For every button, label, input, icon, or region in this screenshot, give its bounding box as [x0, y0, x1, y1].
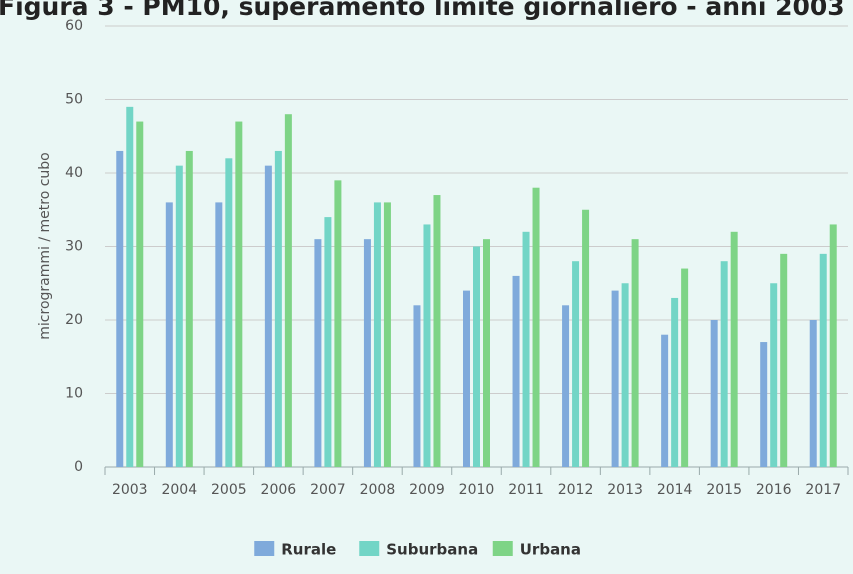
- bar: [780, 253, 788, 467]
- bar: [522, 231, 530, 467]
- bar: [264, 165, 272, 467]
- x-tick-label: 2010: [459, 482, 495, 498]
- bar: [631, 239, 639, 467]
- bar: [215, 202, 223, 467]
- y-tick-label: 20: [65, 312, 83, 328]
- bar: [819, 253, 827, 467]
- y-tick-label: 50: [65, 92, 83, 108]
- legend-swatch: [359, 541, 380, 556]
- x-tick-label: 2008: [360, 482, 396, 498]
- bar: [274, 150, 282, 467]
- bar: [383, 202, 391, 467]
- bar: [730, 231, 738, 467]
- x-tick-label: 2005: [211, 482, 247, 498]
- y-tick-label: 30: [65, 239, 83, 255]
- y-tick-label: 40: [65, 165, 83, 181]
- bar: [473, 246, 480, 467]
- bar: [512, 275, 520, 467]
- x-tick-label: 2016: [756, 482, 792, 498]
- bar: [621, 283, 629, 467]
- legend-label: Rurale: [281, 541, 336, 559]
- bar: [175, 165, 183, 467]
- x-tick-label: 2017: [805, 482, 841, 498]
- legend-swatch: [492, 541, 513, 556]
- bar: [483, 239, 490, 467]
- bar: [809, 320, 817, 467]
- bar: [165, 202, 173, 467]
- bar: [562, 305, 570, 467]
- bar: [423, 224, 431, 467]
- bar: [532, 187, 540, 467]
- y-axis-label: microgrammi / metro cubo: [37, 152, 53, 339]
- x-tick-label: 2009: [409, 482, 445, 498]
- bar: [582, 209, 590, 467]
- x-tick-label: 2015: [706, 482, 742, 498]
- bar: [324, 217, 332, 467]
- x-tick-label: 2006: [261, 482, 297, 498]
- bar: [284, 114, 292, 467]
- bar: [463, 290, 470, 467]
- x-tick-label: 2007: [310, 482, 346, 498]
- bar: [413, 305, 421, 467]
- bar: [235, 121, 243, 468]
- y-tick-label: 10: [65, 386, 83, 402]
- bar: [661, 334, 669, 467]
- bar: [373, 202, 381, 467]
- bar: [829, 224, 837, 467]
- bar: [225, 158, 233, 468]
- x-tick-label: 2014: [657, 482, 693, 498]
- bar: [334, 180, 342, 467]
- x-tick-label: 2012: [558, 482, 594, 498]
- bar: [136, 121, 144, 468]
- bar: [720, 261, 728, 467]
- bar: [611, 290, 619, 467]
- bar: [572, 261, 580, 467]
- bar: [116, 150, 124, 467]
- bar: [314, 239, 322, 467]
- chart-title: Figura 3 - PM10, superamento limite gior…: [0, 0, 845, 21]
- y-tick-label: 60: [65, 18, 83, 34]
- bar: [185, 150, 193, 467]
- bar: [671, 297, 679, 467]
- bar: [681, 268, 689, 467]
- bar: [433, 195, 441, 468]
- bar: [770, 283, 778, 467]
- x-tick-label: 2004: [161, 482, 197, 498]
- legend-swatch: [254, 541, 275, 556]
- legend-label: Urbana: [520, 541, 581, 559]
- x-tick-label: 2013: [607, 482, 643, 498]
- bar: [760, 342, 768, 467]
- bar: [126, 106, 134, 467]
- y-tick-label: 0: [74, 459, 83, 475]
- x-tick-label: 2011: [508, 482, 544, 498]
- legend-label: Suburbana: [386, 541, 478, 559]
- bar: [710, 320, 718, 467]
- bar: [363, 239, 371, 467]
- x-tick-label: 2003: [112, 482, 148, 498]
